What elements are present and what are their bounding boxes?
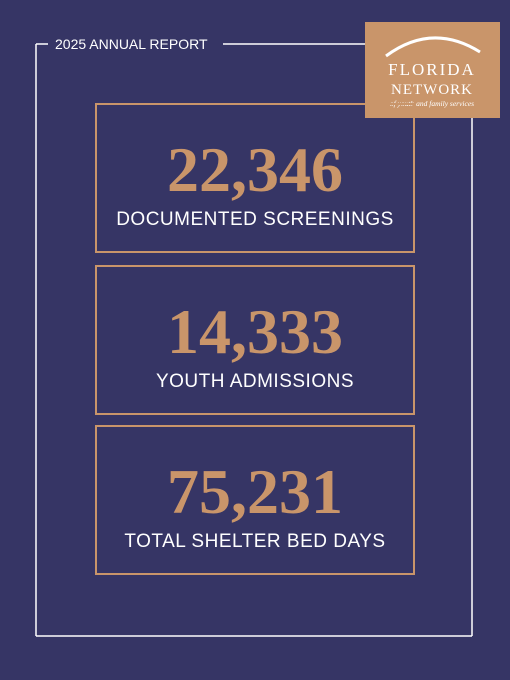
logo-line2: NETWORK — [391, 82, 473, 98]
stat-box — [95, 103, 415, 253]
stat-label: DOCUMENTED SCREENINGS — [116, 209, 394, 230]
logo-arc — [385, 36, 481, 58]
stats: 22,346 DOCUMENTED SCREENINGS 14,333 YOUTH A… — [95, 103, 415, 575]
stat-box — [95, 425, 415, 575]
stat-value: 75,231 — [167, 456, 343, 527]
stat-value: 22,346 — [167, 134, 343, 205]
frame — [35, 43, 473, 637]
logo-tagline: of youth and family services — [390, 99, 474, 108]
stat-label: YOUTH ADMISSIONS — [156, 371, 354, 392]
report-title: 2025 ANNUAL REPORT — [55, 36, 208, 52]
stat-box — [95, 265, 415, 415]
logo-line1: FLORIDA — [388, 60, 476, 79]
stat-value: 14,333 — [167, 296, 343, 367]
stat-label: TOTAL SHELTER BED DAYS — [124, 531, 385, 552]
logo: FLORIDA NETWORK of youth and family serv… — [365, 22, 500, 118]
